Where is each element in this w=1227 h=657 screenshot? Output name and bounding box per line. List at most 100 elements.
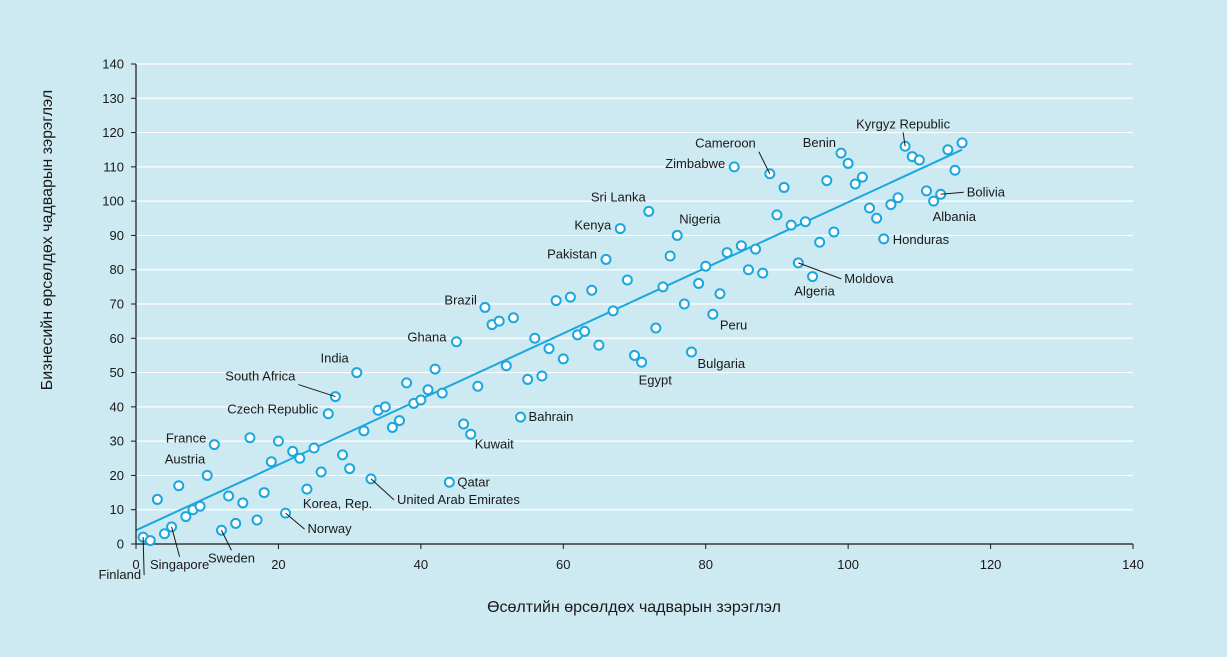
data-point — [885, 199, 897, 211]
data-point — [536, 370, 548, 382]
label-leader-line — [940, 191, 964, 195]
x-tick-label: 40 — [414, 557, 428, 572]
x-tick-label: 120 — [980, 557, 1002, 572]
point-label: France — [166, 431, 206, 446]
label-leader-line — [285, 512, 305, 530]
axes: 0 10 20 30 40 50 60 70 80 90 100 110 120 130 140 0 20 40 6… — [102, 57, 1144, 573]
data-point — [529, 332, 541, 344]
data-point — [393, 415, 405, 427]
data-point — [657, 281, 669, 293]
data-point — [379, 401, 391, 413]
data-point — [515, 411, 527, 423]
data-point — [636, 356, 648, 368]
label-leader-line — [758, 151, 771, 174]
y-tick-label: 30 — [110, 434, 124, 449]
data-point — [586, 284, 598, 296]
x-tick-label: 0 — [132, 557, 139, 572]
label-leader-line — [298, 384, 336, 398]
data-point — [878, 233, 890, 245]
y-tick-label: 20 — [110, 468, 124, 483]
data-point — [258, 487, 270, 499]
data-point — [913, 154, 925, 166]
label-leader-line — [142, 537, 145, 576]
data-point — [151, 493, 163, 505]
label-leader-line — [221, 530, 232, 551]
data-point — [315, 466, 327, 478]
data-point — [401, 377, 413, 389]
data-point — [742, 264, 754, 276]
point-label: Brazil — [444, 292, 477, 307]
point-label: Qatar — [457, 474, 490, 489]
data-point — [223, 490, 235, 502]
data-points — [137, 137, 968, 547]
point-label: Honduras — [893, 232, 950, 247]
x-tick-label: 140 — [1122, 557, 1144, 572]
data-point — [422, 384, 434, 396]
data-point — [522, 373, 534, 385]
data-point — [614, 223, 626, 235]
data-point — [201, 469, 213, 481]
data-point — [429, 363, 441, 375]
y-tick-label: 130 — [102, 91, 124, 106]
point-label: Nigeria — [679, 211, 721, 226]
data-point — [251, 514, 263, 526]
gridlines — [136, 63, 1133, 511]
y-tick-label: 140 — [102, 57, 124, 72]
data-point — [287, 445, 299, 457]
data-point — [386, 421, 398, 433]
data-point — [579, 325, 591, 337]
data-point — [443, 476, 455, 488]
data-point — [707, 308, 719, 320]
data-point — [650, 322, 662, 334]
point-label: Pakistan — [547, 246, 597, 261]
y-tick-label: 50 — [110, 365, 124, 380]
data-point — [607, 305, 619, 317]
point-label: India — [321, 351, 350, 366]
point-label: Algeria — [794, 284, 835, 299]
x-tick-label: 60 — [556, 557, 570, 572]
point-label: Ghana — [407, 330, 447, 345]
y-tick-label: 90 — [110, 228, 124, 243]
data-point — [735, 240, 747, 252]
data-point — [564, 291, 576, 303]
point-label: United Arab Emirates — [397, 492, 520, 507]
data-point — [856, 171, 868, 183]
data-point — [750, 243, 762, 255]
y-tick-label: 40 — [110, 399, 124, 414]
data-point — [230, 517, 242, 529]
data-point — [144, 535, 156, 547]
data-point — [472, 380, 484, 392]
label-leader-line — [798, 262, 842, 280]
data-point — [714, 288, 726, 300]
data-point — [158, 528, 170, 540]
data-point — [458, 418, 470, 430]
point-label: Bulgaria — [697, 356, 745, 371]
y-tick-label: 10 — [110, 502, 124, 517]
data-point — [928, 195, 940, 207]
x-axis-title: Өсөлтийн өрсөлдөх чадварын зэрэглэл — [487, 599, 781, 616]
data-point — [828, 226, 840, 238]
point-label: Czech Republic — [227, 402, 319, 417]
data-point — [664, 250, 676, 262]
data-point — [842, 157, 854, 169]
data-point — [685, 346, 697, 358]
data-point — [500, 360, 512, 372]
data-point — [721, 247, 733, 259]
point-label: Bahrain — [529, 409, 574, 424]
y-tick-label: 70 — [110, 297, 124, 312]
x-tick-label: 100 — [837, 557, 859, 572]
point-label: Benin — [803, 135, 836, 150]
point-label: Kenya — [574, 218, 612, 233]
data-point — [942, 144, 954, 156]
point-label: Egypt — [639, 372, 673, 387]
data-point — [351, 367, 363, 379]
data-point — [956, 137, 968, 149]
data-point — [244, 432, 256, 444]
point-label: Kuwait — [475, 436, 514, 451]
label-leader-line — [370, 478, 395, 501]
data-point — [493, 315, 505, 327]
data-point — [450, 336, 462, 348]
y-tick-label: 120 — [102, 125, 124, 140]
